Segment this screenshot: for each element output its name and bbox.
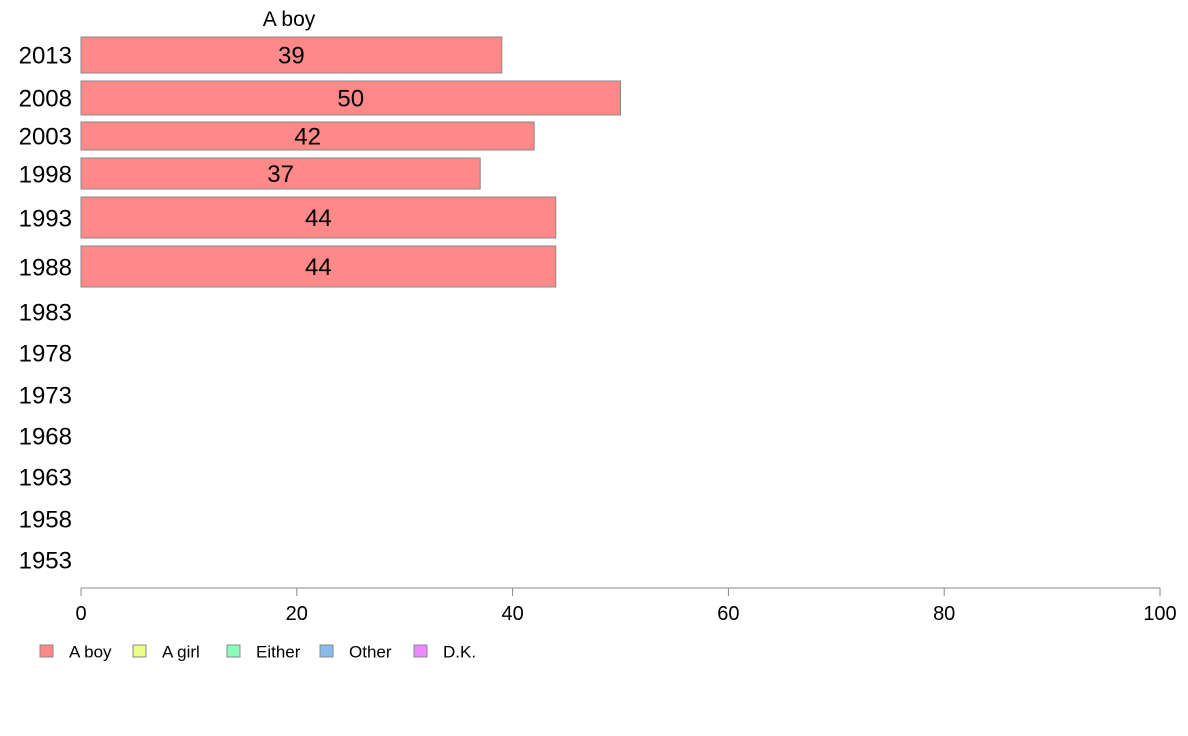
x-axis: 0 20 40 60 80 100 (75, 587, 1177, 625)
y-axis-label-1963: 1963 (19, 465, 72, 492)
bar-2013 (80, 36, 503, 74)
x-tick-label-0: 0 (75, 603, 86, 625)
legend-swatch-2 (226, 644, 241, 658)
x-tick-label-60: 60 (717, 603, 739, 625)
x-tick-label-100: 100 (1143, 603, 1176, 625)
y-axis-label-1978: 1978 (19, 341, 72, 368)
y-axis-label-2013: 2013 (19, 43, 72, 70)
y-axis-label-1958: 1958 (19, 507, 72, 534)
x-tick-label-40: 40 (501, 603, 523, 625)
data-label-2013: 39 (278, 43, 305, 70)
legend-swatch-4 (413, 644, 428, 658)
y-axis-label-1998: 1998 (19, 162, 72, 189)
x-tick-label-20: 20 (286, 603, 308, 625)
data-label-1993: 44 (305, 205, 332, 232)
legend: A boy A girl Either Other D.K. (39, 643, 476, 662)
chart-title: A boy (263, 8, 316, 31)
legend-swatch-3 (319, 644, 334, 658)
legend-label-4: D.K. (443, 643, 476, 662)
x-tick-label-80: 80 (933, 603, 955, 625)
bar-2008 (80, 80, 621, 116)
y-axis-label-2003: 2003 (19, 124, 72, 151)
legend-label-3: Other (349, 643, 392, 662)
bar-1993 (80, 196, 557, 239)
legend-label-2: Either (256, 643, 301, 662)
bar-1998 (80, 157, 481, 190)
bar-1988 (80, 245, 557, 288)
legend-swatch-0 (39, 644, 54, 658)
y-axis-label-1988: 1988 (19, 255, 72, 282)
data-label-1998: 37 (267, 161, 294, 188)
y-axis-label-1968: 1968 (19, 424, 72, 451)
y-axis-label-1953: 1953 (19, 548, 72, 575)
y-axis-label-1993: 1993 (19, 206, 72, 233)
legend-swatch-1 (132, 644, 147, 658)
bar-2003 (80, 121, 535, 151)
legend-label-1: A girl (162, 643, 200, 662)
y-axis-label-1983: 1983 (19, 300, 72, 327)
data-label-2008: 50 (337, 86, 364, 113)
y-axis-labels: 2013 2008 2003 1998 1993 1988 1983 1978 1973 1968… (19, 43, 72, 575)
data-label-2003: 42 (294, 124, 321, 151)
data-label-1988: 44 (305, 254, 332, 281)
legend-label-0: A boy (69, 643, 112, 662)
y-axis-label-2008: 2008 (19, 86, 72, 113)
y-axis-label-1973: 1973 (19, 383, 72, 410)
